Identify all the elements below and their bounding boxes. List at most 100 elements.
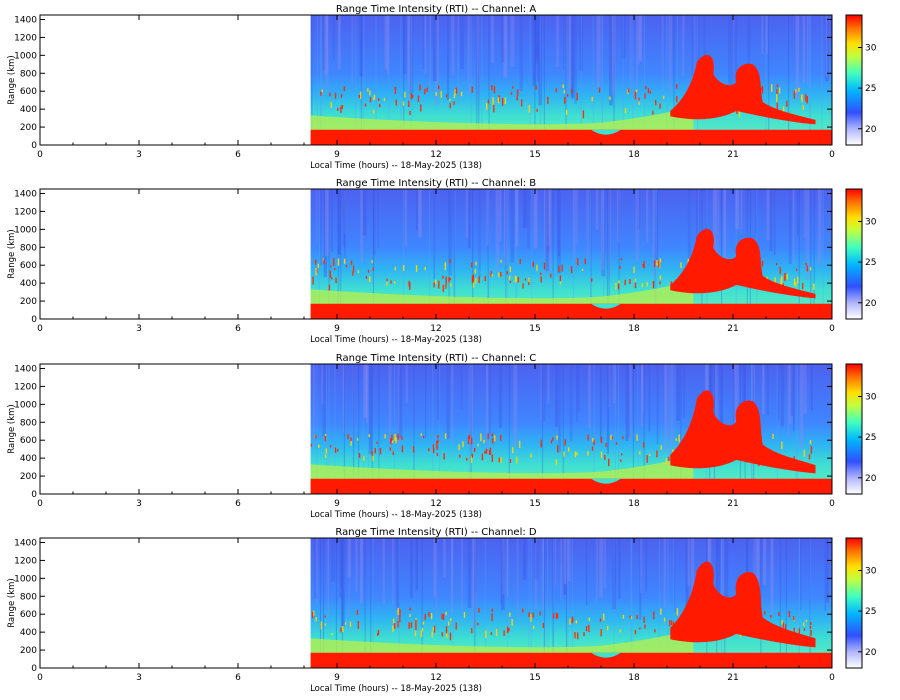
rti-speck <box>334 447 337 453</box>
rti-speck <box>610 434 612 440</box>
rti-speck <box>369 276 371 283</box>
rti-speck <box>620 258 623 261</box>
colorbar-tick-label: 30 <box>865 567 877 577</box>
rti-speck <box>328 284 331 291</box>
colorbar-tick-label: 30 <box>865 218 877 228</box>
rti-speck <box>448 621 450 626</box>
rti-speck <box>426 87 428 92</box>
y-tick-label: 400 <box>20 279 37 289</box>
rti-speck <box>599 618 602 622</box>
rti-speck <box>367 269 370 273</box>
rti-speck <box>539 611 541 616</box>
rti-speck <box>509 266 511 272</box>
rti-speck <box>477 443 479 447</box>
y-tick-label: 1000 <box>14 51 37 61</box>
rti-speck <box>509 280 512 284</box>
rti-speck <box>532 625 535 629</box>
rti-speck <box>500 434 502 441</box>
rti-speck <box>535 85 537 90</box>
rti-speck <box>639 450 641 455</box>
y-tick-label: 0 <box>31 664 37 674</box>
rti-speck <box>658 260 660 268</box>
rti-speck <box>379 103 381 108</box>
rti-speck <box>453 94 456 99</box>
rti-speck <box>663 617 666 622</box>
rti-speck <box>577 632 579 640</box>
rti-speck <box>471 275 474 284</box>
y-tick-label: 800 <box>20 243 37 253</box>
rti-speck <box>428 448 430 452</box>
rti-speck <box>608 458 610 467</box>
rti-speck <box>543 262 546 270</box>
rti-speck <box>435 279 437 285</box>
rti-speck <box>343 258 346 264</box>
rti-speck <box>577 258 579 266</box>
rti-speck <box>392 440 394 444</box>
rti-speck <box>806 95 808 104</box>
rti-speck <box>313 610 315 616</box>
rti-speck <box>333 258 335 266</box>
rti-speck <box>641 283 644 288</box>
x-tick-label: 3 <box>136 673 142 683</box>
y-tick-label: 1400 <box>14 364 37 374</box>
rti-speck <box>588 624 590 633</box>
rti-speck <box>771 84 773 92</box>
rti-speck <box>576 452 578 456</box>
rti-speck <box>646 455 648 463</box>
rti-speck <box>471 262 473 268</box>
rti-speck <box>392 625 394 632</box>
rti-speck <box>317 263 319 268</box>
rti-speck <box>588 617 590 621</box>
rti-speck <box>634 282 637 289</box>
y-tick-label: 600 <box>20 261 37 271</box>
rti-speck <box>782 622 785 628</box>
y-tick-label: 1400 <box>14 189 37 199</box>
rti-speck <box>783 106 785 114</box>
rti-speck <box>669 619 671 627</box>
rti-speck <box>793 616 795 621</box>
rti-speck <box>593 440 595 445</box>
colorbar-tick-label: 25 <box>865 433 876 443</box>
rti-speck <box>473 447 476 452</box>
rti-speck <box>471 453 473 458</box>
rti-speck <box>516 95 518 101</box>
y-tick-label: 200 <box>20 646 37 656</box>
rti-speck <box>772 433 774 439</box>
rti-speck <box>509 275 511 280</box>
rti-speck <box>372 267 375 271</box>
rti-speck <box>493 104 495 113</box>
x-tick-label: 9 <box>334 673 340 683</box>
rti-speck <box>491 454 493 463</box>
rti-speck <box>376 441 378 444</box>
rti-speck <box>433 282 435 288</box>
rti-speck <box>587 451 589 456</box>
colorbar-tick-label: 25 <box>865 258 876 268</box>
rti-speck <box>437 439 439 444</box>
rti-speck <box>340 94 343 98</box>
rti-speck <box>649 453 651 457</box>
rti-speck <box>410 92 412 100</box>
x-tick-label: 18 <box>628 499 640 509</box>
colorbar-tick-label: 20 <box>865 648 877 658</box>
x-tick-label: 0 <box>829 150 835 160</box>
rti-speck <box>630 616 633 619</box>
rti-speck <box>645 85 647 89</box>
rti-speck <box>442 614 445 621</box>
rti-speck <box>519 258 521 264</box>
y-tick-label: 800 <box>20 69 37 79</box>
rti-speck <box>394 266 396 271</box>
rti-speck <box>506 626 509 634</box>
rti-speck <box>803 449 805 457</box>
y-tick-label: 1200 <box>14 33 37 43</box>
rti-speck <box>399 609 401 618</box>
rti-speck <box>569 618 571 625</box>
rti-speck <box>491 608 493 612</box>
rti-speck <box>555 612 558 619</box>
rti-speck <box>401 445 404 453</box>
rti-speck <box>658 260 661 269</box>
colorbar <box>845 188 863 320</box>
rti-speck <box>379 447 382 455</box>
rti-speck <box>445 283 447 289</box>
rti-speck <box>484 275 486 282</box>
